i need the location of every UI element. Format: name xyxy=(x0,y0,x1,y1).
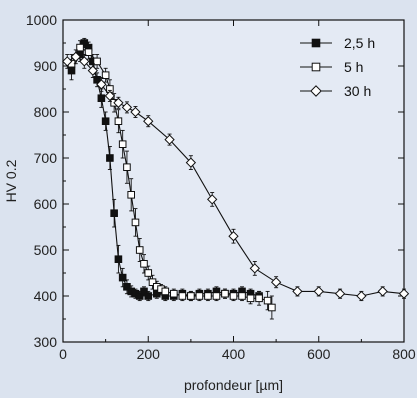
y-tick-label: 500 xyxy=(34,242,58,258)
data-point xyxy=(144,292,153,300)
data-point xyxy=(140,287,148,296)
data-point xyxy=(123,163,131,171)
data-point xyxy=(161,287,170,296)
data-point xyxy=(148,278,157,286)
data-point xyxy=(127,191,136,199)
data-point xyxy=(195,292,204,300)
legend-marker xyxy=(311,38,321,48)
data-point xyxy=(76,43,84,52)
y-tick-label: 400 xyxy=(34,288,58,304)
x-tick-label: 200 xyxy=(137,346,161,362)
data-point xyxy=(164,134,175,145)
series-2 xyxy=(62,49,410,302)
data-point xyxy=(398,288,410,299)
legend-label: 2,5 h xyxy=(344,35,375,51)
data-point xyxy=(70,51,81,62)
data-point xyxy=(118,140,127,148)
series-1 xyxy=(67,40,276,320)
data-point xyxy=(106,154,114,162)
x-axis: 0 200 400 600 800 xyxy=(59,20,416,362)
x-tick-label: 800 xyxy=(392,346,416,362)
data-point xyxy=(79,56,90,67)
data-point xyxy=(143,116,154,127)
y-tick-label: 300 xyxy=(34,334,58,350)
data-point xyxy=(221,289,229,298)
data-point xyxy=(84,48,93,57)
y-axis-label: HV 0.2 xyxy=(3,159,19,202)
data-point xyxy=(131,218,140,227)
x-axis-label: profondeur [µm] xyxy=(184,377,283,393)
data-point xyxy=(249,263,260,274)
series-line xyxy=(67,56,405,297)
data-point xyxy=(87,65,98,76)
data-point xyxy=(238,292,246,300)
y-tick-label: 1000 xyxy=(26,12,57,28)
data-point xyxy=(101,71,110,80)
data-point xyxy=(246,294,255,303)
legend-marker xyxy=(311,62,321,72)
data-point xyxy=(178,292,187,300)
data-point xyxy=(140,260,148,268)
series-layer xyxy=(62,37,410,320)
data-point xyxy=(118,273,127,282)
data-point xyxy=(185,157,197,168)
y-tick-label: 700 xyxy=(34,150,58,166)
data-point xyxy=(187,292,195,300)
data-point xyxy=(104,90,116,102)
data-point xyxy=(228,231,239,242)
x-tick-label: 0 xyxy=(59,346,67,362)
data-point xyxy=(135,246,144,254)
x-tick-label: 600 xyxy=(307,346,331,362)
data-point xyxy=(123,283,131,291)
legend-label: 30 h xyxy=(344,83,371,99)
data-point xyxy=(101,117,110,126)
data-point xyxy=(207,194,218,205)
data-point xyxy=(313,286,324,297)
data-point xyxy=(212,292,221,300)
data-point xyxy=(80,39,89,47)
data-point xyxy=(93,57,101,66)
legend-label: 5 h xyxy=(344,59,363,75)
data-point xyxy=(130,106,141,118)
data-point xyxy=(135,292,144,300)
data-point xyxy=(170,289,178,298)
data-point xyxy=(334,288,346,299)
plot-area xyxy=(62,19,405,343)
data-point xyxy=(121,102,133,113)
y-axis: 300 400 500 600 700 800 900 1000 xyxy=(26,12,404,350)
y-tick-label: 800 xyxy=(34,104,58,120)
data-point xyxy=(96,79,107,90)
data-point xyxy=(62,56,73,67)
data-point xyxy=(268,303,276,312)
data-point xyxy=(204,292,212,300)
data-point xyxy=(263,296,272,305)
data-point xyxy=(114,117,123,126)
data-point xyxy=(97,94,106,103)
legend: 2,5 h 5 h 30 h xyxy=(300,35,375,99)
data-point xyxy=(356,290,367,302)
data-point xyxy=(113,97,124,108)
data-point xyxy=(114,255,123,263)
data-point xyxy=(270,277,282,288)
y-tick-label: 600 xyxy=(34,196,58,212)
data-point xyxy=(229,292,238,300)
data-point xyxy=(110,209,118,217)
x-tick-label: 400 xyxy=(222,346,246,362)
legend-marker xyxy=(310,85,322,97)
data-point xyxy=(292,286,303,297)
data-point xyxy=(144,269,153,277)
data-point xyxy=(255,294,263,303)
data-point xyxy=(377,286,388,297)
y-tick-label: 900 xyxy=(34,58,58,74)
